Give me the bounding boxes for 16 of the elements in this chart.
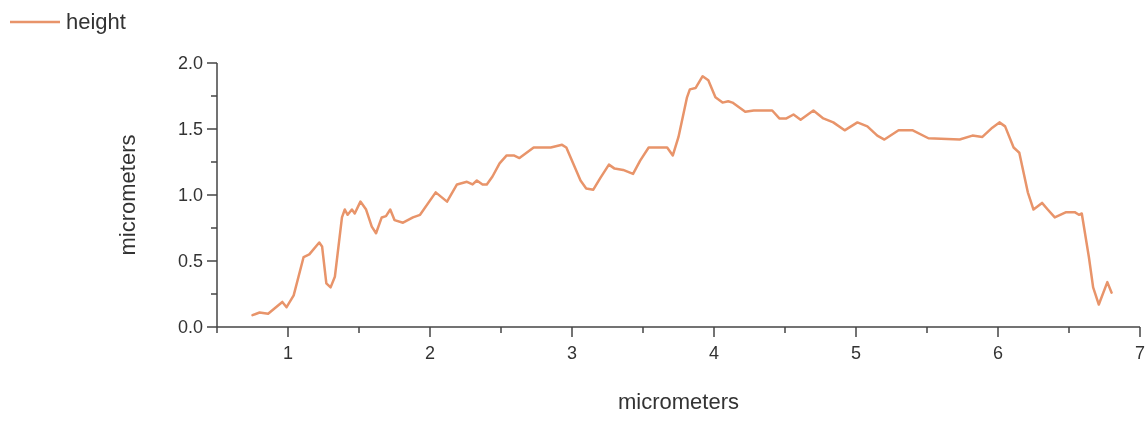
x-tick-label: 5 [850, 343, 862, 363]
line-series [251, 74, 1113, 317]
y-tick-label: 2.0 [177, 53, 203, 73]
y-tick-label: 0.5 [177, 251, 203, 271]
x-tick-label: 6 [992, 343, 1004, 363]
legend-label: height [66, 9, 126, 34]
x-tick-label: 2 [424, 343, 436, 363]
x-tick-label: 4 [708, 343, 720, 363]
y-tick-label: 1.5 [177, 119, 203, 139]
y-axis-title: micrometers [115, 134, 140, 256]
x-tick-label: 3 [566, 343, 578, 363]
x-axis-title: micrometers [617, 389, 740, 414]
x-tick-label: 1 [282, 343, 294, 363]
y-tick-label: 1.0 [177, 185, 203, 205]
x-tick-label: 7 [1134, 343, 1146, 363]
y-tick-label: 0.0 [177, 317, 203, 337]
